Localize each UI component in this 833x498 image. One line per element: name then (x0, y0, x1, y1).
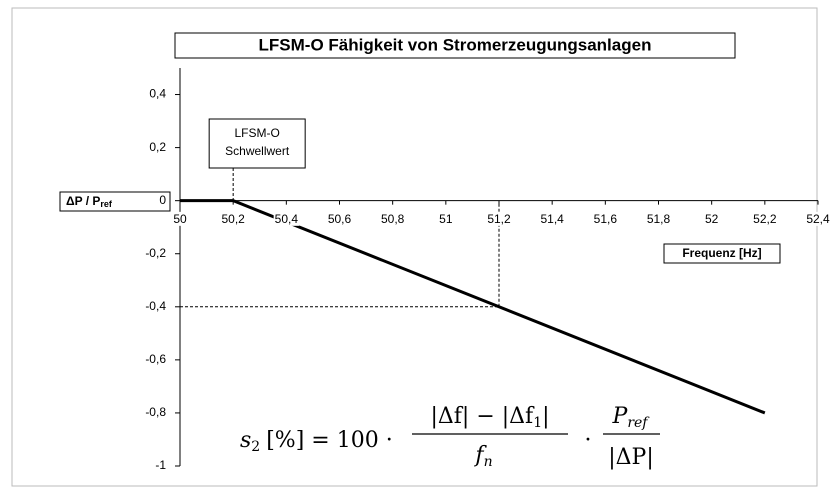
formula-lhs: s (240, 428, 251, 453)
y-label-sub: ref (100, 199, 113, 209)
x-tick-label: 51,4 (540, 212, 564, 226)
formula-den-sub: n (484, 454, 493, 470)
x-tick-label-bg (172, 211, 188, 226)
formula-text: s2 [%] = 100 · (240, 428, 393, 455)
x-tick-label: 50,2 (221, 212, 245, 226)
formula-num2-a: P (612, 404, 629, 429)
x-tick-label: 51,2 (487, 212, 511, 226)
formula-num-sub: 1 (533, 415, 542, 431)
x-tick-label: 50 (173, 212, 187, 226)
y-tick-label: 0,2 (149, 140, 166, 154)
y-tick-label: -0,4 (145, 299, 166, 313)
annotation-text: LFSM-O (234, 126, 279, 140)
formula-den: fn (473, 443, 492, 470)
y-label-main: ΔP / P (66, 194, 100, 208)
y-tick-label: -0,6 (145, 352, 166, 366)
x-tick-label: 51,6 (594, 212, 618, 226)
formula-num: |Δf| − |Δf1| (430, 404, 549, 431)
annotation-box (208, 118, 306, 169)
x-tick-label-bg (273, 211, 300, 226)
x-tick-label: 50,8 (381, 212, 405, 226)
x-label: Frequenz [Hz] (682, 246, 761, 260)
y-label: ΔP / Pref (66, 194, 113, 209)
x-tick-label-bg (703, 211, 720, 226)
formula-dot: · (585, 428, 592, 453)
formula-num2: Pref (612, 404, 651, 431)
x-tick-label-bg (326, 211, 353, 226)
formula-sub: 2 (251, 439, 260, 455)
x-tick-label-bg (486, 211, 513, 226)
y-tick-label: 0 (159, 193, 166, 207)
y-tick-label: -0,8 (145, 405, 166, 419)
x-tick-label-bg (752, 211, 778, 226)
y-tick-label: -1 (155, 458, 166, 472)
x-tick-label-bg (645, 211, 672, 226)
formula-den2: |ΔP| (608, 445, 654, 470)
formula: s2 [%] = 100 · |Δf| − |Δf1| fn · Pref |ΔP| (240, 404, 660, 470)
x-tick-label-bg (539, 211, 566, 226)
y-label-box (59, 191, 171, 212)
x-tick-label-bg (805, 211, 832, 226)
formula-num-end: | (542, 404, 549, 429)
x-label-box (663, 243, 781, 264)
x-tick-label: 52 (705, 212, 719, 226)
x-tick-label: 52,4 (806, 212, 830, 226)
title-box (174, 32, 736, 59)
chart-title: LFSM-O Fähigkeit von Stromerzeugungsanla… (259, 35, 652, 54)
x-tick-label: 51,8 (647, 212, 671, 226)
x-tick-label-bg (592, 211, 619, 226)
formula-num-a: |Δf| − |Δf (430, 404, 535, 429)
frame (11, 7, 818, 487)
annotation-text: Schwellwert (225, 144, 290, 158)
x-tick-label-bg (379, 211, 406, 226)
x-tick-label: 50,4 (275, 212, 299, 226)
y-tick-label: -0,2 (145, 246, 166, 260)
formula-num2-sub: ref (627, 415, 650, 431)
x-tick-label: 51 (439, 212, 453, 226)
y-tick-label: 0,4 (149, 87, 166, 101)
x-tick-label: 52,2 (753, 212, 777, 226)
formula-mid: [%] = 100 · (266, 428, 392, 453)
x-tick-label-bg (438, 211, 454, 226)
x-tick-label-bg (220, 211, 247, 226)
x-tick-label: 50,6 (328, 212, 352, 226)
